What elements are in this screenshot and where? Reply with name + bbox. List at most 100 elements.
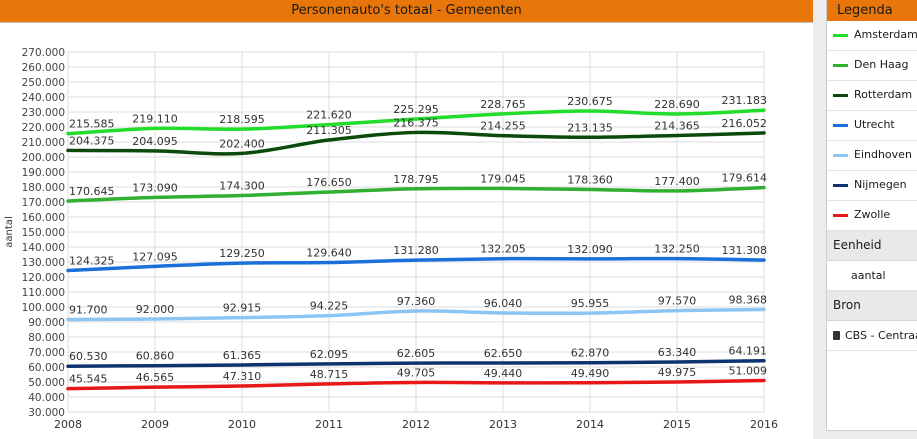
legend-item-den-haag[interactable]: Den Haag <box>827 51 917 81</box>
y-tick-label-20: 230.000 <box>22 107 65 119</box>
legend-label-utrecht: Utrecht <box>854 118 895 131</box>
y-tick-label-7: 100.000 <box>22 302 65 314</box>
chart-title: Personenauto's totaal - Gemeenten <box>0 0 813 23</box>
y-tick-label-17: 200.000 <box>22 152 65 164</box>
legend-item-rotterdam[interactable]: Rotterdam <box>827 81 917 111</box>
data-label-nijmegen-2016: 64.191 <box>729 345 768 358</box>
data-label-zwolle-2013: 49.440 <box>484 367 523 380</box>
data-label-rotterdam-2011: 211.305 <box>306 124 352 137</box>
x-tick-label-2013: 2013 <box>489 418 517 431</box>
legend-swatch-rotterdam <box>833 94 848 97</box>
data-label-rotterdam-2016: 216.052 <box>722 117 768 130</box>
legend-label-zwolle: Zwolle <box>854 208 891 221</box>
data-label-utrecht-2008: 124.325 <box>69 255 115 268</box>
data-label-utrecht-2013: 132.205 <box>480 243 526 256</box>
legend-label-den-haag: Den Haag <box>854 58 909 71</box>
data-label-rotterdam-2008: 204.375 <box>69 134 115 147</box>
y-tick-label-11: 140.000 <box>22 242 65 254</box>
data-label-rotterdam-2010: 202.400 <box>219 137 265 150</box>
data-label-den-haag-2016: 179.614 <box>722 172 768 185</box>
data-label-nijmegen-2010: 61.365 <box>223 349 262 362</box>
legend-label-rotterdam: Rotterdam <box>854 88 913 101</box>
y-tick-label-14: 170.000 <box>22 197 65 209</box>
data-label-zwolle-2014: 49.490 <box>571 367 610 380</box>
y-tick-label-0: 30.000 <box>28 407 65 419</box>
data-label-den-haag-2011: 176.650 <box>306 176 352 189</box>
data-label-amsterdam-2010: 218.595 <box>219 113 265 126</box>
data-label-nijmegen-2013: 62.650 <box>484 347 523 360</box>
data-label-zwolle-2011: 48.715 <box>310 368 349 381</box>
source-header: Bron <box>827 291 917 321</box>
unit-value: aantal <box>827 261 917 291</box>
data-label-eindhoven-2011: 94.225 <box>310 300 349 313</box>
line-chart: 30.000 40.000 50.000 60.000 70.000 80.000 90.0… <box>4 47 778 431</box>
y-tick-label-18: 210.000 <box>22 137 65 149</box>
unit-header: Eenheid <box>827 231 917 261</box>
legend-label-eindhoven: Eindhoven <box>854 148 912 161</box>
y-tick-label-24: 270.000 <box>22 47 65 59</box>
legend-item-eindhoven[interactable]: Eindhoven <box>827 141 917 171</box>
data-label-eindhoven-2016: 98.368 <box>729 293 768 306</box>
legend-title: Legenda <box>827 0 917 21</box>
data-label-amsterdam-2012: 225.295 <box>393 103 439 116</box>
data-label-den-haag-2008: 170.645 <box>69 185 115 198</box>
legend-item-amsterdam[interactable]: Amsterdam <box>827 21 917 51</box>
source-link[interactable]: CBS - Centraal Bureau voor de Statistiek <box>827 321 917 351</box>
data-label-rotterdam-2014: 213.135 <box>567 121 613 134</box>
y-tick-label-6: 90.000 <box>28 317 65 329</box>
y-tick-label-1: 40.000 <box>28 392 65 404</box>
data-label-eindhoven-2009: 92.000 <box>136 303 175 316</box>
legend-panel: Legenda Amsterdam Den Haag Rotterdam Utrech… <box>826 0 917 431</box>
legend-swatch-eindhoven <box>833 154 848 157</box>
data-label-utrecht-2014: 132.090 <box>567 243 613 256</box>
data-label-rotterdam-2013: 214.255 <box>480 120 526 133</box>
data-label-zwolle-2012: 49.705 <box>397 366 436 379</box>
series-line-eindhoven <box>66 307 766 322</box>
source-text: CBS - Centraal Bureau voor de Statistiek <box>845 329 917 342</box>
data-label-nijmegen-2011: 62.095 <box>310 348 349 361</box>
data-label-eindhoven-2008: 91.700 <box>69 303 108 316</box>
data-label-utrecht-2012: 131.280 <box>393 244 439 257</box>
y-tick-label-3: 60.000 <box>28 362 65 374</box>
x-tick-label-2009: 2009 <box>141 418 169 431</box>
legend-list: Amsterdam Den Haag Rotterdam Utrecht Eindhov… <box>827 21 917 231</box>
series-line-rotterdam <box>66 130 766 156</box>
data-label-amsterdam-2013: 228.765 <box>480 98 526 111</box>
x-tick-label-2012: 2012 <box>402 418 430 431</box>
legend-item-utrecht[interactable]: Utrecht <box>827 111 917 141</box>
y-tick-label-23: 260.000 <box>22 62 65 74</box>
y-tick-label-13: 160.000 <box>22 212 65 224</box>
legend-swatch-den-haag <box>833 64 848 67</box>
data-label-rotterdam-2015: 214.365 <box>654 119 700 132</box>
chart-panel: Personenauto's totaal - Gemeenten 30.000… <box>0 0 813 439</box>
legend-swatch-zwolle <box>833 214 848 217</box>
legend-label-nijmegen: Nijmegen <box>854 178 907 191</box>
x-tick-label-2011: 2011 <box>315 418 343 431</box>
x-tick-label-2008: 2008 <box>54 418 82 431</box>
data-label-den-haag-2013: 179.045 <box>480 172 526 185</box>
data-label-den-haag-2010: 174.300 <box>219 180 265 193</box>
data-label-nijmegen-2015: 63.340 <box>658 346 697 359</box>
data-label-eindhoven-2010: 92.915 <box>223 302 262 315</box>
y-tick-label-21: 240.000 <box>22 92 65 104</box>
y-tick-label-8: 110.000 <box>22 287 65 299</box>
y-tick-label-4: 70.000 <box>28 347 65 359</box>
data-label-rotterdam-2012: 216.375 <box>393 116 439 129</box>
series-line-den-haag <box>66 185 766 203</box>
y-axis-label: aantal <box>4 216 15 247</box>
y-tick-label-16: 190.000 <box>22 167 65 179</box>
data-label-amsterdam-2015: 228.690 <box>654 98 700 111</box>
data-label-utrecht-2011: 129.640 <box>306 247 352 260</box>
series-line-amsterdam <box>66 108 766 136</box>
data-label-nijmegen-2014: 62.870 <box>571 347 610 360</box>
data-label-zwolle-2016: 51.009 <box>729 364 768 377</box>
legend-item-zwolle[interactable]: Zwolle <box>827 201 917 231</box>
data-label-amsterdam-2016: 231.183 <box>722 94 768 107</box>
y-tick-label-22: 250.000 <box>22 77 65 89</box>
data-label-zwolle-2015: 49.975 <box>658 366 697 379</box>
series-line-zwolle <box>66 378 766 391</box>
data-label-den-haag-2014: 178.360 <box>567 173 613 186</box>
legend-item-nijmegen[interactable]: Nijmegen <box>827 171 917 201</box>
data-label-nijmegen-2009: 60.860 <box>136 350 175 363</box>
x-tick-label-2010: 2010 <box>228 418 256 431</box>
